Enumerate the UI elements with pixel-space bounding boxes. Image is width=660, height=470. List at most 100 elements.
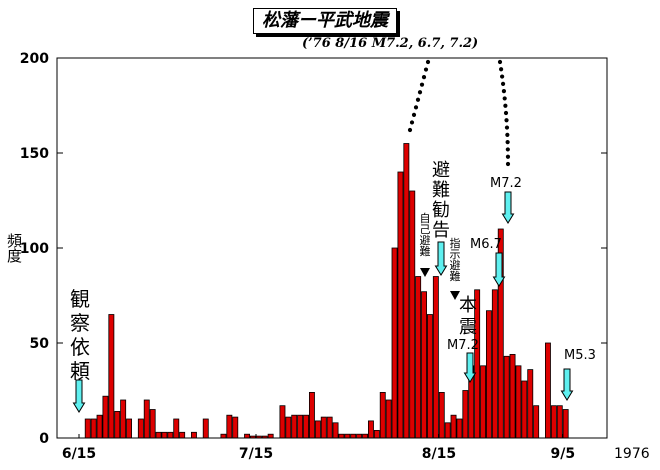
bar — [226, 414, 233, 439]
bar — [367, 420, 374, 439]
x-tick-label: 8/15 — [422, 446, 456, 462]
bar — [515, 365, 522, 439]
annotation-arrow — [492, 252, 506, 287]
bar — [155, 431, 162, 439]
offscale-dot — [421, 75, 427, 80]
bar — [108, 314, 115, 439]
bar — [279, 405, 286, 439]
annotation-char: 避 — [432, 160, 450, 181]
bar — [409, 190, 416, 439]
bar — [503, 355, 510, 439]
annotation-char: 観 — [70, 287, 90, 311]
bar — [403, 143, 410, 439]
bar — [149, 409, 156, 439]
bar — [84, 418, 91, 439]
bar — [480, 365, 486, 439]
bar — [373, 429, 380, 439]
annotation-char: 難 — [420, 245, 431, 258]
bar — [114, 410, 121, 439]
bar — [244, 433, 250, 439]
offscale-dot — [505, 147, 510, 152]
bar — [126, 418, 132, 439]
offscale-dot — [407, 127, 413, 133]
y-tick-label: 150 — [20, 146, 49, 162]
x-tick-label: 9/5 — [550, 446, 575, 462]
bar — [350, 433, 357, 439]
y-tick-label: 100 — [20, 241, 49, 257]
bar — [421, 291, 427, 439]
annotation-char: 己 — [420, 223, 431, 236]
bar — [202, 418, 209, 439]
bar — [485, 310, 492, 439]
bar — [320, 416, 327, 439]
annotation-arrow — [501, 191, 515, 224]
bar — [556, 405, 563, 439]
offscale-dot — [500, 81, 506, 86]
bar — [167, 431, 174, 439]
annotation-char: 避 — [450, 258, 461, 272]
bar — [220, 433, 227, 439]
bar — [521, 380, 528, 439]
offscale-dot — [499, 67, 504, 72]
annotation-char: 避 — [420, 233, 431, 247]
bar — [462, 390, 469, 439]
offscale-dot — [425, 59, 431, 65]
annotation-char: 察 — [70, 311, 90, 335]
annotation-char: 指 — [450, 236, 461, 250]
y-tick-label: 50 — [30, 336, 50, 352]
bar — [179, 431, 186, 439]
bar — [338, 433, 345, 439]
annotation-arrow — [72, 379, 86, 413]
annotation-char: 告 — [432, 220, 450, 241]
bar — [444, 422, 451, 439]
axes-group: 0 50 100 150 200 頻度 6/15 7/15 8/15 9/5 1976 — [5, 51, 650, 462]
bar — [450, 414, 457, 439]
bar — [432, 276, 439, 439]
bar — [90, 418, 97, 439]
offscale-dot — [505, 154, 511, 159]
bar — [527, 369, 534, 439]
bar — [285, 416, 292, 439]
bar — [267, 433, 274, 439]
bar — [509, 353, 516, 439]
annotation-char: 震 — [459, 317, 477, 338]
bar — [173, 418, 180, 439]
annotation-m72-second: M7.2 — [490, 176, 522, 191]
bar — [120, 399, 127, 439]
annotation-arrow — [463, 352, 477, 383]
offscale-dot — [505, 140, 510, 145]
offscale-dot — [423, 67, 429, 72]
annotation-char: 依 — [70, 335, 90, 359]
chart-subtitle: (’76 8/16 M7.2, 6.7, 7.2) — [302, 36, 479, 51]
offscale-dot — [409, 120, 415, 125]
offscale-dot — [502, 96, 507, 101]
y-tick-label: 200 — [20, 51, 49, 67]
offscale-dot — [505, 161, 511, 167]
bar — [533, 405, 540, 439]
offscale-dot — [415, 97, 421, 102]
y-axis-label: 頻度 — [5, 233, 23, 263]
annotation-char: 本 — [459, 295, 477, 316]
offscale-dot — [411, 112, 417, 117]
annotation-char: 難 — [432, 180, 450, 201]
bar — [391, 247, 398, 439]
chart-title: 松藩ー平武地震 — [253, 8, 397, 34]
offscale-dot — [497, 59, 503, 65]
y-tick-label: 0 — [39, 431, 49, 447]
triangle-marker — [450, 291, 460, 300]
bar — [291, 414, 298, 439]
bar — [550, 405, 557, 439]
offscale-dot — [503, 110, 509, 116]
annotation-m67: M6.7 — [470, 237, 502, 252]
bar — [143, 399, 150, 439]
annotation-arrow — [560, 368, 574, 401]
bar — [385, 399, 392, 439]
x-tick-label: 7/15 — [239, 446, 273, 462]
bar — [326, 416, 333, 439]
offscale-dot — [417, 90, 423, 95]
